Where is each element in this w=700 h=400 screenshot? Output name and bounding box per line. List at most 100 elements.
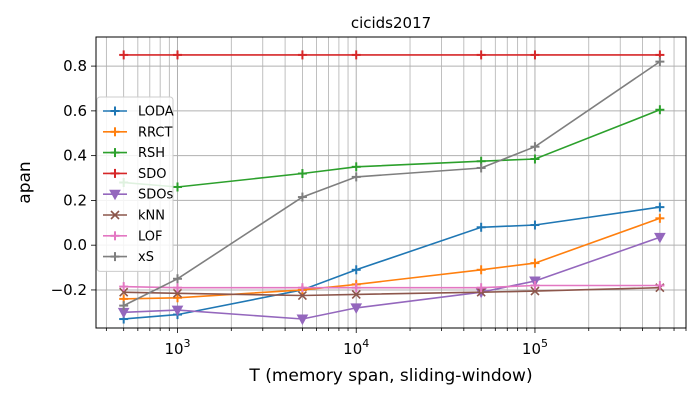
legend-label: kNN <box>138 209 165 224</box>
data-point-rrct <box>655 213 665 223</box>
data-point-xs <box>530 142 540 152</box>
data-point-lof <box>351 283 361 293</box>
x-tick-label: 103 <box>164 337 190 358</box>
legend: LODA RRCT RSH SDO SDOs kNN LOF xS <box>96 96 174 272</box>
data-point-sdos <box>296 314 309 326</box>
legend-item-knn: kNN <box>103 209 165 224</box>
legend-label: LOF <box>138 229 163 244</box>
series-line-loda <box>123 206 661 320</box>
data-point-sdo <box>351 50 361 60</box>
data-point-rsh <box>530 154 540 164</box>
legend-item-rrct: RRCT <box>103 125 172 140</box>
data-point-xs <box>297 192 307 202</box>
data-point-rsh <box>172 182 182 192</box>
series-lof <box>119 280 665 293</box>
data-point-rrct <box>476 265 486 275</box>
y-tick-label: 0.0 <box>63 236 87 254</box>
marker-stroke <box>530 286 540 296</box>
data-point-knn <box>172 288 183 298</box>
legend-item-xs: xS <box>103 250 154 265</box>
series-layer <box>117 50 666 326</box>
series-sdo <box>119 50 665 60</box>
y-tick-label: 0.8 <box>63 57 87 75</box>
legend-item-sdo: SDO <box>103 167 167 182</box>
data-point-knn <box>119 287 129 297</box>
data-point-knn <box>297 290 307 301</box>
x-axis-label: T (memory span, sliding-window) <box>248 366 532 386</box>
series-line-sdos <box>123 236 661 320</box>
legend-item-sdos: SDOs <box>103 188 173 203</box>
data-point-lof <box>119 282 129 292</box>
legend-marker <box>110 168 120 178</box>
data-point-lof <box>297 283 307 293</box>
legend-marker <box>110 106 120 116</box>
data-point-xs <box>476 163 486 173</box>
data-point-xs <box>119 301 129 311</box>
legend-marker <box>110 210 120 220</box>
chart-title: cicids2017 <box>351 14 431 32</box>
data-point-sdo <box>476 50 486 60</box>
data-point-sdos <box>654 232 666 244</box>
series-knn <box>119 283 665 301</box>
legend-item-loda: LODA <box>103 105 174 120</box>
data-point-sdos <box>171 305 184 317</box>
legend-item-rsh: RSH <box>103 146 165 161</box>
data-point-rrct <box>530 258 540 268</box>
y-tick-label: 0.6 <box>63 102 87 120</box>
legend-marker <box>109 189 121 201</box>
legend-marker <box>110 231 120 241</box>
y-tick-label: 0.4 <box>63 147 87 165</box>
y-tick-label: −0.2 <box>51 281 87 299</box>
data-point-rsh <box>351 162 361 172</box>
marker-stroke <box>351 289 361 299</box>
x-tick-label: 105 <box>522 337 548 358</box>
legend-label: SDO <box>138 167 167 182</box>
legend-marker <box>110 127 120 137</box>
legend-item-lof: LOF <box>103 229 163 244</box>
data-point-knn <box>530 286 540 296</box>
ticks: −0.2 0.0 0.2 0.4 0.6 0.8 103 104 105 <box>51 57 687 358</box>
data-point-loda <box>655 202 665 212</box>
data-point-rrct <box>172 293 182 303</box>
data-point-sdo <box>530 50 540 60</box>
x-tick-label: 104 <box>343 337 369 358</box>
data-point-rsh <box>297 169 307 179</box>
y-tick-label: 0.2 <box>63 191 87 209</box>
data-point-loda <box>530 220 540 230</box>
marker-stroke <box>297 290 307 301</box>
data-point-sdo <box>119 50 129 60</box>
data-point-sdos <box>350 303 363 314</box>
data-point-sdo <box>297 50 307 60</box>
data-point-xs <box>655 57 665 67</box>
legend-label: xS <box>138 250 154 265</box>
series-line-rsh <box>123 109 661 188</box>
legend-label: RSH <box>138 146 165 161</box>
legend-label: LODA <box>138 105 174 120</box>
marker-stroke <box>172 288 183 298</box>
grid <box>96 37 687 328</box>
legend-marker <box>110 148 120 158</box>
plot-frame <box>95 36 687 329</box>
legend-box <box>96 96 174 272</box>
data-point-loda <box>351 265 361 275</box>
marker-stroke <box>110 210 120 220</box>
marker-stroke <box>119 287 129 297</box>
legend-label: RRCT <box>138 125 172 140</box>
data-point-loda <box>476 222 486 232</box>
series-line-lof <box>123 284 660 289</box>
data-point-lof <box>655 280 665 290</box>
legend-label: SDOs <box>138 188 173 203</box>
data-point-lof <box>476 283 486 293</box>
data-point-sdo <box>172 50 182 60</box>
data-point-rsh <box>655 105 665 115</box>
series-line-knn <box>123 286 660 297</box>
y-axis-label: apan <box>15 161 35 203</box>
data-point-xs <box>172 274 182 284</box>
series-rsh <box>119 105 665 192</box>
series-line-rrct <box>123 217 661 300</box>
series-xs <box>119 57 665 311</box>
data-point-lof <box>530 280 540 290</box>
data-point-lof <box>172 283 182 293</box>
data-point-xs <box>351 172 361 182</box>
